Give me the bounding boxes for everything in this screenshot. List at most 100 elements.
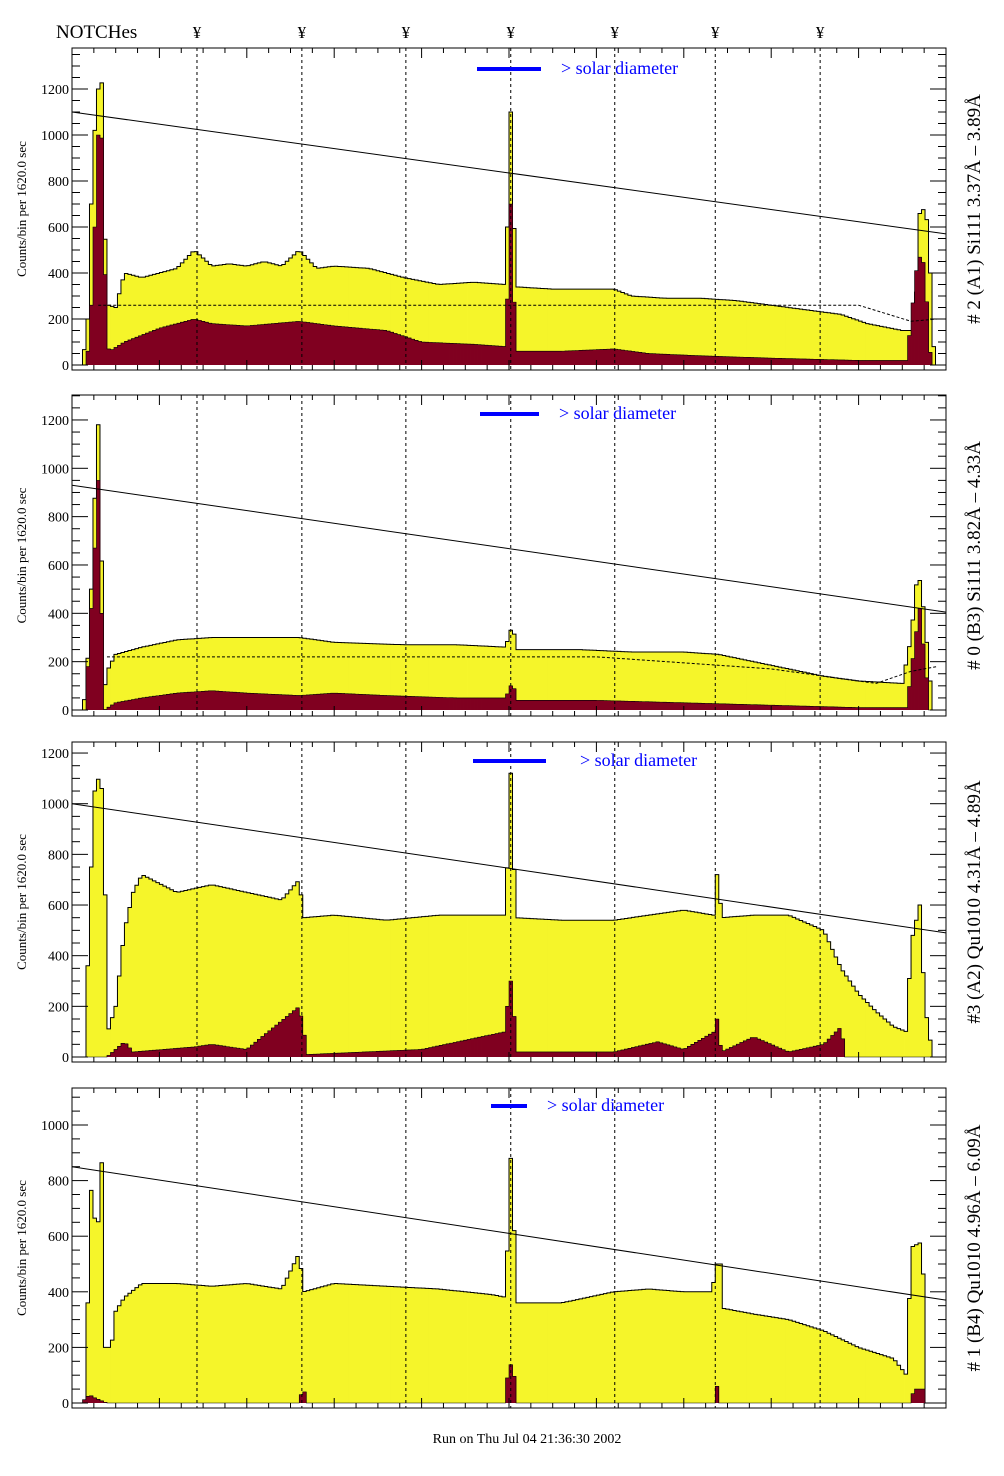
histogram-bar: [547, 919, 552, 1057]
histogram-bar: [215, 265, 220, 365]
histogram-bar: [739, 301, 744, 365]
histogram-bar: [355, 1284, 360, 1403]
histogram-bar: [802, 706, 807, 710]
histogram-bar: [767, 1043, 772, 1057]
histogram-bar: [278, 1022, 283, 1057]
histogram-bar: [432, 342, 436, 365]
histogram-bar: [463, 1040, 468, 1057]
histogram-bar: [362, 328, 367, 365]
histogram-bar: [446, 1043, 450, 1057]
histogram-bar: [522, 1302, 527, 1403]
histogram-bar: [806, 706, 811, 710]
histogram-bar: [561, 351, 566, 365]
histogram-bar: [397, 334, 402, 365]
histogram-bar: [505, 867, 510, 1057]
histogram-bar: [190, 251, 195, 365]
histogram-bar: [669, 354, 674, 365]
histogram-bar: [425, 1048, 429, 1057]
histogram-bar: [155, 328, 160, 365]
histogram-bar: [295, 1007, 300, 1057]
histogram-bar: [883, 360, 887, 365]
histogram-bar: [872, 1352, 877, 1403]
histogram-bar: [435, 284, 440, 365]
histogram-bar: [288, 695, 293, 710]
histogram-bar: [778, 667, 783, 710]
histogram-bar: [557, 920, 562, 1057]
histogram-bar: [477, 282, 482, 365]
histogram-bar: [540, 1302, 545, 1403]
y-tick-label: 600: [48, 1230, 69, 1245]
histogram-bar: [229, 888, 234, 1057]
histogram-bar: [778, 1318, 783, 1403]
histogram-bar: [750, 357, 755, 365]
histogram-bar: [659, 1042, 664, 1057]
histogram-bar: [550, 351, 555, 365]
histogram-bar: [907, 978, 912, 1057]
histogram-bar: [236, 692, 241, 710]
histogram-bar: [533, 1302, 538, 1403]
histogram-bar: [673, 298, 678, 365]
histogram-bar: [820, 929, 825, 1057]
histogram-bar: [620, 350, 625, 365]
series-total: [72, 424, 946, 711]
histogram-bar: [813, 359, 818, 365]
y-axis-label: Counts/bin per 1620.0 sec: [14, 487, 29, 623]
histogram-bar: [411, 339, 416, 365]
histogram-bar: [512, 1016, 517, 1057]
histogram-bar: [767, 304, 772, 365]
histogram-bar: [337, 1283, 342, 1403]
histogram-bar: [711, 1282, 716, 1403]
histogram-bar: [82, 699, 87, 710]
histogram-bar: [785, 1319, 790, 1403]
histogram-bar: [648, 353, 653, 365]
histogram-bar: [515, 286, 520, 365]
histogram-bar: [376, 1285, 381, 1403]
histogram-bar: [540, 919, 545, 1057]
histogram-bar: [529, 351, 534, 365]
histogram-bar: [526, 351, 531, 365]
histogram-bar: [578, 350, 583, 365]
histogram-bar: [603, 1293, 608, 1403]
notch-marker-label: ¥: [506, 23, 515, 42]
histogram-bar: [519, 649, 524, 710]
histogram-bar: [925, 301, 929, 365]
histogram-bar: [449, 697, 454, 710]
histogram-bar: [603, 650, 608, 710]
histogram-bar: [141, 1051, 146, 1057]
histogram-bar: [229, 264, 234, 365]
histogram-bar: [330, 1283, 335, 1403]
histogram-bar: [411, 644, 416, 710]
histogram-bar: [788, 669, 793, 710]
histogram-bar: [732, 356, 737, 365]
histogram-bar: [592, 289, 597, 365]
histogram-bar: [564, 649, 569, 710]
histogram-bar: [239, 637, 244, 710]
histogram-bar: [152, 274, 157, 365]
histogram-bar: [509, 630, 513, 710]
histogram-bar: [243, 692, 248, 710]
histogram-bar: [862, 1349, 866, 1403]
histogram-bar: [299, 1268, 304, 1403]
histogram-bar: [442, 697, 447, 710]
y-tick-label: 200: [48, 1341, 69, 1356]
histogram-bar: [648, 1043, 653, 1057]
histogram-bar: [799, 1323, 804, 1403]
histogram-bar: [820, 1330, 825, 1403]
solar-diameter-bar: [480, 412, 539, 416]
histogram-bar: [743, 659, 748, 710]
histogram-bar: [348, 916, 353, 1057]
histogram-bar: [355, 327, 360, 365]
histogram-bar: [907, 646, 912, 710]
histogram-bar: [571, 350, 576, 365]
histogram-bar: [907, 1298, 912, 1403]
plot-area: [72, 395, 946, 716]
histogram-bar: [194, 251, 199, 365]
histogram-bar: [456, 1041, 461, 1057]
histogram-bar: [320, 693, 325, 710]
histogram-bar: [166, 270, 171, 365]
histogram-bar: [641, 1045, 646, 1057]
histogram-bar: [550, 289, 555, 365]
histogram-bar: [99, 788, 104, 1057]
histogram-bar: [453, 644, 457, 710]
histogram-bar: [505, 299, 510, 365]
